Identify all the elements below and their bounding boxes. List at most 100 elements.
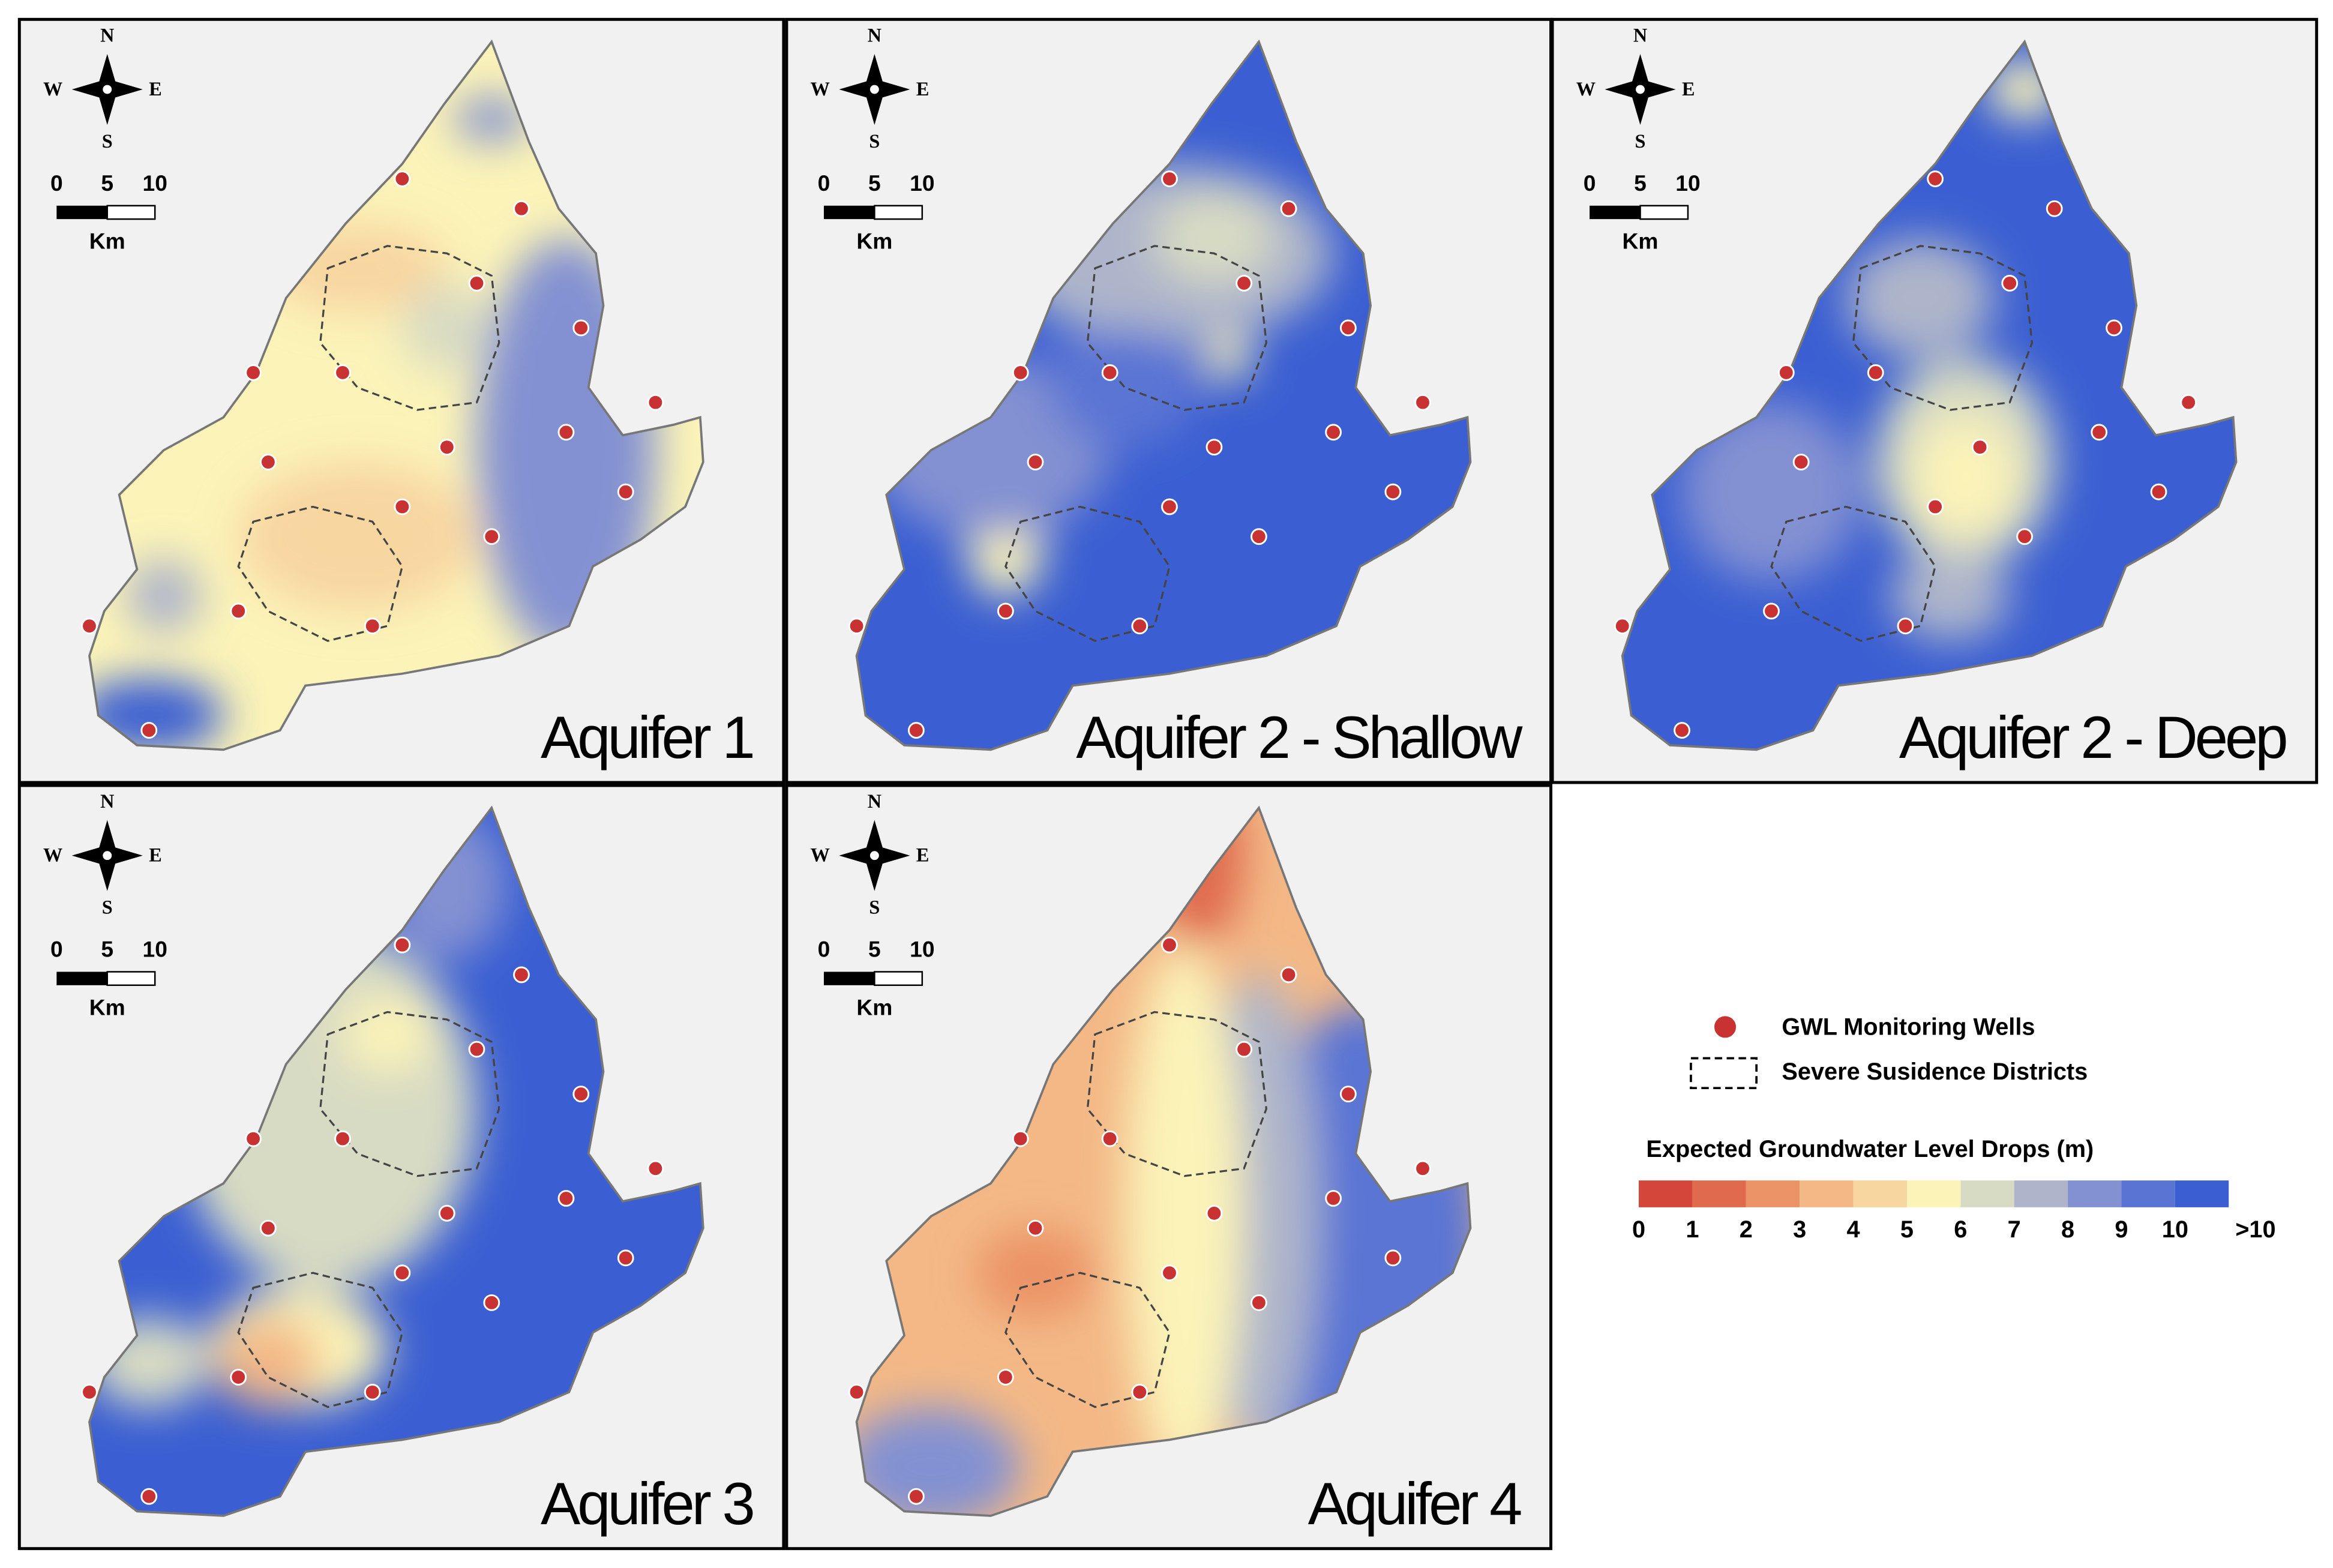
colorbar-swatch [1746, 1180, 1800, 1207]
zone [1124, 945, 1245, 1482]
well [394, 936, 411, 954]
zone [454, 97, 529, 142]
map-panel: Aquifer 2 - Shallow N S E W 0 5 10 Km [785, 17, 1553, 784]
colorbar-label: 6 [1954, 1216, 1967, 1243]
colorbar-swatch [1960, 1180, 2014, 1207]
aquifer-outline [1621, 39, 2238, 751]
scale-white [106, 205, 156, 220]
well [483, 1294, 500, 1311]
compass-west: W [811, 844, 830, 866]
scale-white [874, 971, 923, 987]
well [1325, 424, 1342, 441]
well [259, 1219, 277, 1237]
colorbar-label: >10 [2235, 1216, 2275, 1243]
well [907, 1488, 925, 1505]
zone [1912, 417, 2017, 537]
compass-west: W [1576, 78, 1596, 100]
well [1280, 200, 1297, 217]
well [1792, 454, 1810, 470]
colorbar-swatch [2175, 1180, 2229, 1207]
well [2106, 319, 2122, 337]
well [1927, 498, 1944, 515]
well [1131, 1383, 1148, 1401]
scale-white [106, 971, 156, 987]
scale-black [56, 205, 107, 220]
colorbar-label: 3 [1793, 1216, 1806, 1243]
well [617, 483, 634, 500]
well [572, 1086, 590, 1103]
map-panel: Aquifer 4 N S E W 0 5 10 Km [785, 784, 1553, 1551]
well [557, 1190, 575, 1207]
colorbar-swatch [1639, 1180, 1693, 1207]
compass-south: S [869, 130, 880, 152]
zone [1207, 335, 1252, 380]
scale-label: 5 [1634, 170, 1647, 196]
zone [238, 461, 477, 611]
well [557, 424, 575, 441]
well [364, 617, 381, 635]
colorbar-swatch [1800, 1180, 1854, 1207]
well [2046, 200, 2063, 217]
compass-north: N [100, 24, 114, 46]
well [230, 1369, 247, 1386]
well [1131, 617, 1148, 635]
well [259, 454, 277, 470]
well [1867, 364, 1884, 381]
scale-white [874, 205, 923, 220]
compass-west: W [43, 78, 62, 100]
well [230, 602, 247, 620]
well [1414, 1160, 1431, 1177]
compass-center [103, 85, 112, 94]
well [468, 275, 485, 292]
colorbar-swatch [2121, 1180, 2175, 1207]
well [468, 1041, 485, 1058]
panel-title: Aquifer 1 [541, 704, 753, 771]
aquifer-outline [855, 805, 1472, 1517]
colorbar-swatch [1692, 1180, 1746, 1207]
well [483, 528, 500, 545]
compass-east: E [149, 78, 162, 100]
scale-label: 10 [143, 170, 167, 196]
well [1384, 483, 1402, 500]
colorbar-swatch [1906, 1180, 1961, 1207]
colorbar-label: 9 [2115, 1216, 2128, 1243]
well [1161, 936, 1178, 954]
well [1206, 1204, 1223, 1222]
colorbar-title: Expected Groundwater Level Drops (m) [1646, 1136, 2094, 1162]
well [1101, 1130, 1118, 1147]
well [848, 617, 865, 635]
compass-north: N [868, 790, 881, 812]
colorbar-label: 10 [2162, 1216, 2188, 1243]
scale-label: 0 [50, 937, 63, 962]
scale-black [823, 205, 875, 220]
surface-blobs [1682, 59, 2062, 641]
compass-north: N [868, 24, 881, 46]
compass-north: N [100, 790, 114, 812]
well [364, 1383, 381, 1401]
well [2091, 424, 2108, 441]
scale-label: 0 [818, 170, 830, 196]
well [997, 1369, 1014, 1386]
well [1161, 498, 1178, 515]
compass-center [103, 851, 112, 861]
compass-west: W [811, 78, 830, 100]
well [1027, 454, 1044, 470]
colorbar-label: 7 [2008, 1216, 2021, 1243]
zone [1050, 328, 1200, 448]
well [394, 1264, 411, 1282]
well [1101, 364, 1118, 381]
well [334, 1130, 351, 1147]
well [81, 617, 98, 635]
well [1674, 722, 1690, 739]
well [245, 364, 262, 381]
colorbar-label: 5 [1900, 1216, 1914, 1243]
map-panel: Aquifer 3 N S E W 0 5 10 Km [17, 784, 785, 1551]
colorbar-swatch [2068, 1180, 2122, 1207]
well [513, 966, 530, 984]
colorbar-label: 8 [2061, 1216, 2074, 1243]
well [2150, 483, 2167, 500]
compass-east: E [916, 78, 929, 100]
well [1384, 1249, 1402, 1267]
panel-title: Aquifer 2 - Deep [1899, 704, 2286, 771]
well [1027, 1219, 1044, 1237]
